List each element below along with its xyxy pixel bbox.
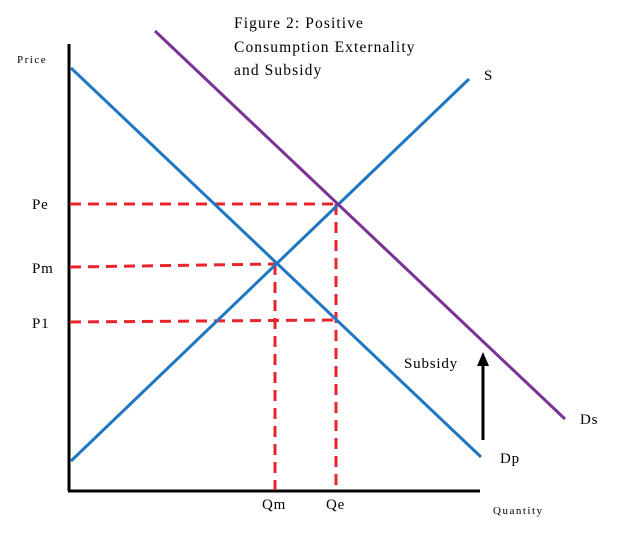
quantity-label-qe: Qe xyxy=(326,497,345,513)
quantity-label-qm: Qm xyxy=(262,497,286,513)
subsidy-arrow-head xyxy=(477,352,489,366)
private-demand-curve xyxy=(69,66,483,459)
price-label-pe: Pe xyxy=(32,197,49,213)
subsidy-label: Subsidy xyxy=(404,356,458,372)
price-label-pm: Pm xyxy=(32,261,54,277)
pm-guide-horizontal xyxy=(69,262,276,269)
y-axis-label: Price xyxy=(17,54,47,66)
social-demand-curve xyxy=(153,29,567,421)
supply-curve xyxy=(69,77,471,463)
figure-title-line-2: Consumption Externality xyxy=(234,39,416,56)
social-demand-label: Ds xyxy=(580,412,598,428)
guide-lines xyxy=(69,202,338,490)
private-demand-label: Dp xyxy=(500,451,520,467)
p1-guide-horizontal xyxy=(69,318,337,324)
supply-curve-label: S xyxy=(484,68,493,84)
x-axis-label: Quantity xyxy=(493,505,544,517)
figure-title-line-3: and Subsidy xyxy=(234,62,322,79)
figure-title-line-1: Figure 2: Positive xyxy=(234,15,364,32)
price-label-p1: P1 xyxy=(32,316,49,332)
